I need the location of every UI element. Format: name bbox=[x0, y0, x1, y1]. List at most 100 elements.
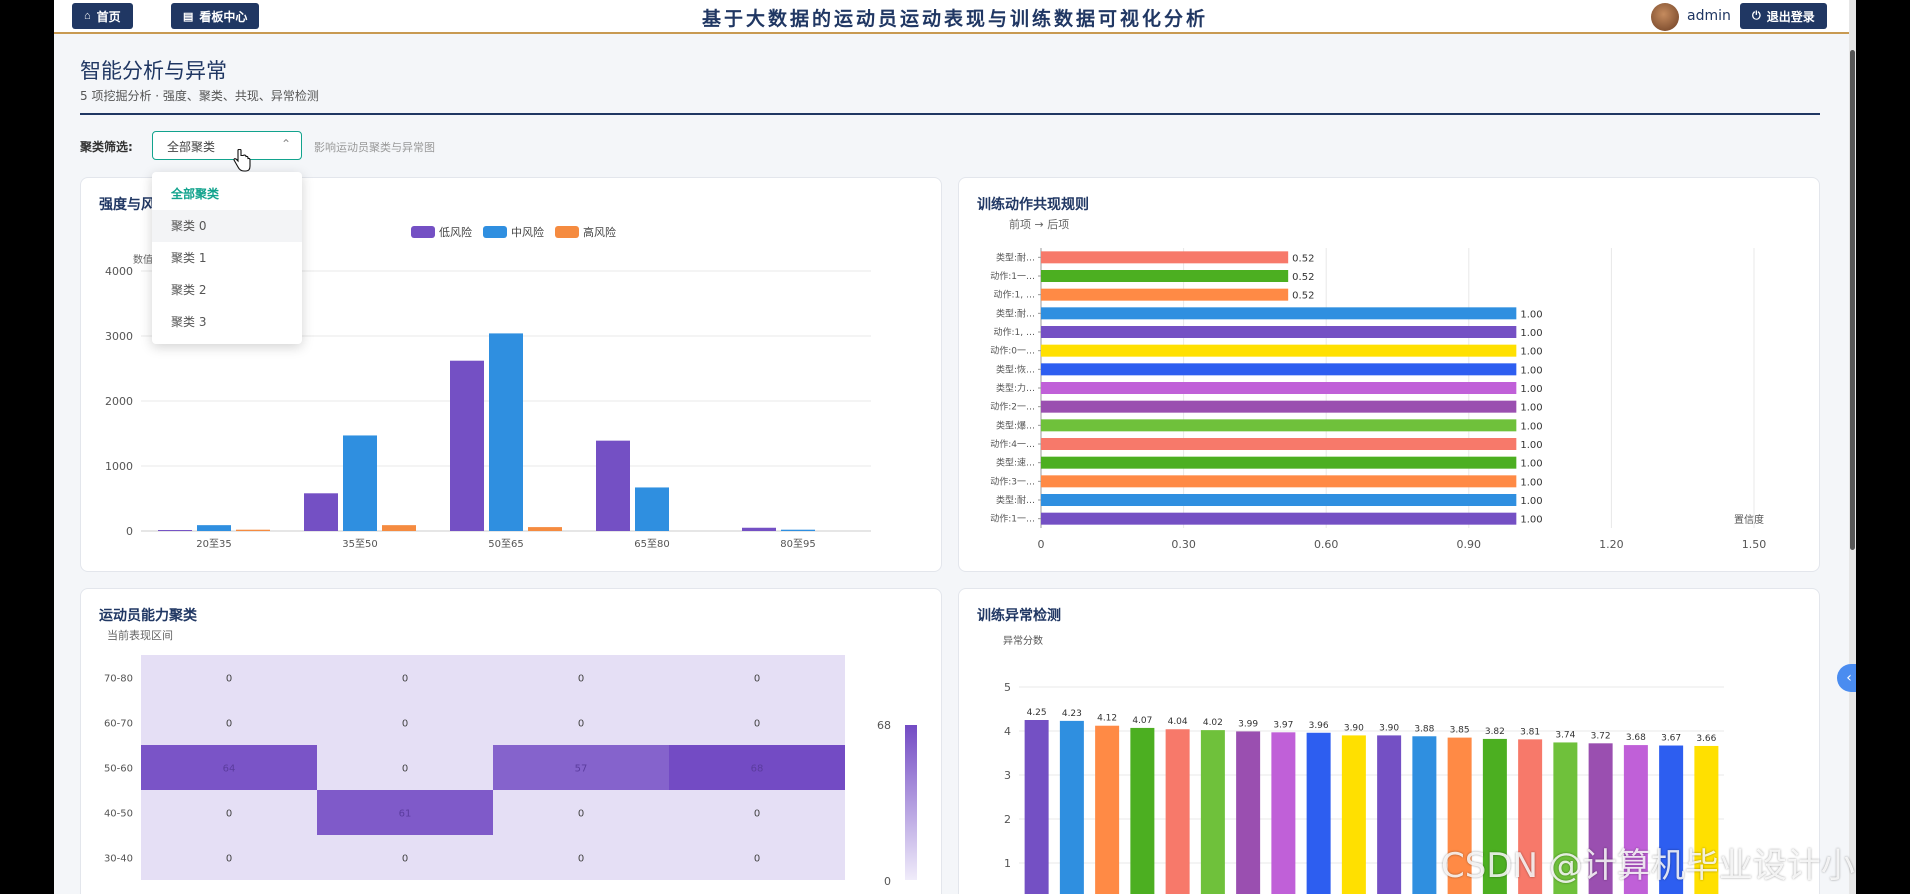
x-tick-label: 65至80 bbox=[634, 538, 669, 550]
cluster-chart-title: 运动员能力聚类 bbox=[99, 608, 197, 624]
dropdown-option-cluster-3[interactable]: 聚类 3 bbox=[171, 315, 207, 329]
y-tick-label: 动作:1一… bbox=[990, 270, 1035, 282]
y-tick-label: 2000 bbox=[105, 395, 133, 408]
username: admin bbox=[1687, 8, 1731, 24]
page-subtitle: 5 项挖掘分析 · 强度、聚类、共现、异常检测 bbox=[80, 89, 319, 103]
legend-label: 中风险 bbox=[511, 225, 544, 239]
anomaly-bar bbox=[1694, 745, 1719, 894]
bar-中风险 bbox=[781, 529, 815, 531]
heatmap-cell bbox=[493, 655, 669, 700]
y-tick-label: 30-40 bbox=[104, 854, 133, 865]
anomaly-bar bbox=[1412, 736, 1437, 894]
cell-value-label: 0 bbox=[402, 854, 408, 865]
cluster-subtitle: 当前表现区间 bbox=[107, 629, 173, 642]
bar-value-label: 1.00 bbox=[1520, 496, 1542, 507]
cell-value-label: 0 bbox=[578, 854, 584, 865]
dropdown-option-all[interactable]: 全部聚类 bbox=[171, 187, 220, 201]
cell-value-label: 0 bbox=[578, 674, 584, 685]
y-tick-label: 5 bbox=[1004, 681, 1011, 694]
ability-cluster-card: 运动员能力聚类 当前表现区间 70-80 0 0 0 0 60-70 0 0 0 0 50-60 64… bbox=[80, 588, 942, 894]
bar-中风险 bbox=[489, 333, 523, 531]
heatmap-cell bbox=[493, 790, 669, 835]
cooccurrence-subtitle: 前项 → 后项 bbox=[1009, 218, 1070, 231]
y-tick-label: 动作:3一… bbox=[990, 475, 1035, 487]
heatmap-cell bbox=[317, 655, 493, 700]
collapse-tab-icon[interactable]: ‹ bbox=[1837, 664, 1856, 692]
page-scrollbar[interactable] bbox=[1849, 0, 1856, 894]
bar-value-label: 3.68 bbox=[1626, 733, 1646, 743]
bar-value-label: 4.02 bbox=[1203, 718, 1223, 728]
cell-value-label: 0 bbox=[226, 809, 232, 820]
heatmap-cell bbox=[141, 790, 317, 835]
home-button[interactable]: ⌂ 首页 bbox=[72, 3, 133, 29]
x-tick-label: 0.90 bbox=[1457, 538, 1482, 551]
avatar[interactable] bbox=[1651, 3, 1679, 31]
y-tick-label: 3 bbox=[1004, 769, 1011, 782]
x-tick-label: 80至95 bbox=[780, 538, 815, 550]
logout-button[interactable]: ⏻ 退出登录 bbox=[1740, 3, 1827, 29]
cart-icon: ▤ bbox=[183, 10, 194, 23]
bar-value-label: 4.04 bbox=[1168, 717, 1188, 727]
bar bbox=[1041, 512, 1517, 525]
anomaly-bar bbox=[1447, 737, 1472, 894]
cell-value-label: 61 bbox=[399, 809, 412, 820]
dropdown-option-cluster-1[interactable]: 聚类 1 bbox=[171, 251, 207, 265]
anomaly-bar bbox=[1377, 735, 1402, 894]
y-tick-label: 动作:2一… bbox=[990, 401, 1035, 413]
bar-value-label: 3.82 bbox=[1485, 727, 1505, 737]
y-tick-label: 0 bbox=[126, 525, 133, 538]
cell-value-label: 0 bbox=[226, 674, 232, 685]
y-tick-label: 2 bbox=[1004, 813, 1011, 826]
heatmap-cell bbox=[317, 790, 493, 835]
y-tick-label: 动作:1, … bbox=[994, 326, 1035, 338]
bar-value-label: 1.00 bbox=[1520, 347, 1542, 358]
cooccurrence-chart-title: 训练动作共现规则 bbox=[977, 197, 1089, 213]
legend-swatch bbox=[555, 226, 579, 238]
y-tick-label: 3000 bbox=[105, 330, 133, 343]
x-tick-label: 0.60 bbox=[1314, 538, 1339, 551]
bar bbox=[1041, 382, 1517, 394]
bar bbox=[1041, 363, 1517, 376]
x-tick-label: 20至35 bbox=[196, 538, 231, 550]
bar-value-label: 3.88 bbox=[1414, 724, 1434, 734]
intensity-chart-title: 强度与风 bbox=[99, 197, 155, 213]
dropdown-option-cluster-0[interactable]: 聚类 0 bbox=[152, 210, 302, 242]
dropdown-option-cluster-2[interactable]: 聚类 2 bbox=[171, 283, 207, 297]
cell-value-label: 68 bbox=[751, 764, 764, 775]
visual-map-max-label: 68 bbox=[877, 719, 891, 732]
cluster-filter-select[interactable]: 全部聚类 ⌃ bbox=[152, 131, 302, 160]
anomaly-bar bbox=[1623, 745, 1648, 894]
logout-label: 退出登录 bbox=[1766, 9, 1815, 24]
x-tick-label: 0.30 bbox=[1171, 538, 1196, 551]
cell-value-label: 0 bbox=[754, 854, 760, 865]
bar bbox=[1041, 494, 1517, 506]
bar bbox=[1041, 251, 1289, 264]
x-tick-label: 50至65 bbox=[488, 538, 523, 550]
anomaly-bar bbox=[1341, 735, 1366, 894]
anomaly-bar bbox=[1553, 742, 1578, 894]
bar-value-label: 4.25 bbox=[1027, 708, 1047, 718]
bar bbox=[1041, 288, 1289, 301]
heatmap-cell bbox=[493, 700, 669, 745]
anomaly-bar bbox=[1271, 732, 1296, 894]
bar-低风险 bbox=[450, 360, 484, 531]
bar-value-label: 1.00 bbox=[1520, 515, 1542, 526]
bar-中风险 bbox=[343, 435, 377, 531]
page-title: 智能分析与异常 bbox=[80, 59, 227, 83]
cluster-filter-label: 聚类筛选: bbox=[80, 140, 133, 154]
bar-value-label: 1.00 bbox=[1520, 384, 1542, 395]
y-tick-label: 类型:耐… bbox=[996, 494, 1035, 506]
hand-cursor-icon bbox=[233, 149, 251, 172]
bar-value-label: 4.07 bbox=[1132, 716, 1152, 726]
anomaly-card: 训练异常检测 异常分数 1 2 3 4 5 4.25 4.23 4.12 4.07 4.04 4.02… bbox=[958, 588, 1820, 894]
y-axis-label: 异常分数 bbox=[1003, 634, 1043, 647]
anomaly-bar bbox=[1095, 725, 1120, 894]
bar-中风险 bbox=[635, 487, 669, 531]
y-tick-label: 动作:1, … bbox=[994, 289, 1035, 301]
y-tick-label: 60-70 bbox=[104, 719, 133, 730]
bar-低风险 bbox=[304, 493, 338, 531]
board-center-button[interactable]: ▤ 看板中心 bbox=[171, 3, 260, 29]
cluster-filter-hint: 影响运动员聚类与异常图 bbox=[314, 141, 435, 154]
cell-value-label: 0 bbox=[578, 809, 584, 820]
y-tick-label: 50-60 bbox=[104, 764, 133, 775]
